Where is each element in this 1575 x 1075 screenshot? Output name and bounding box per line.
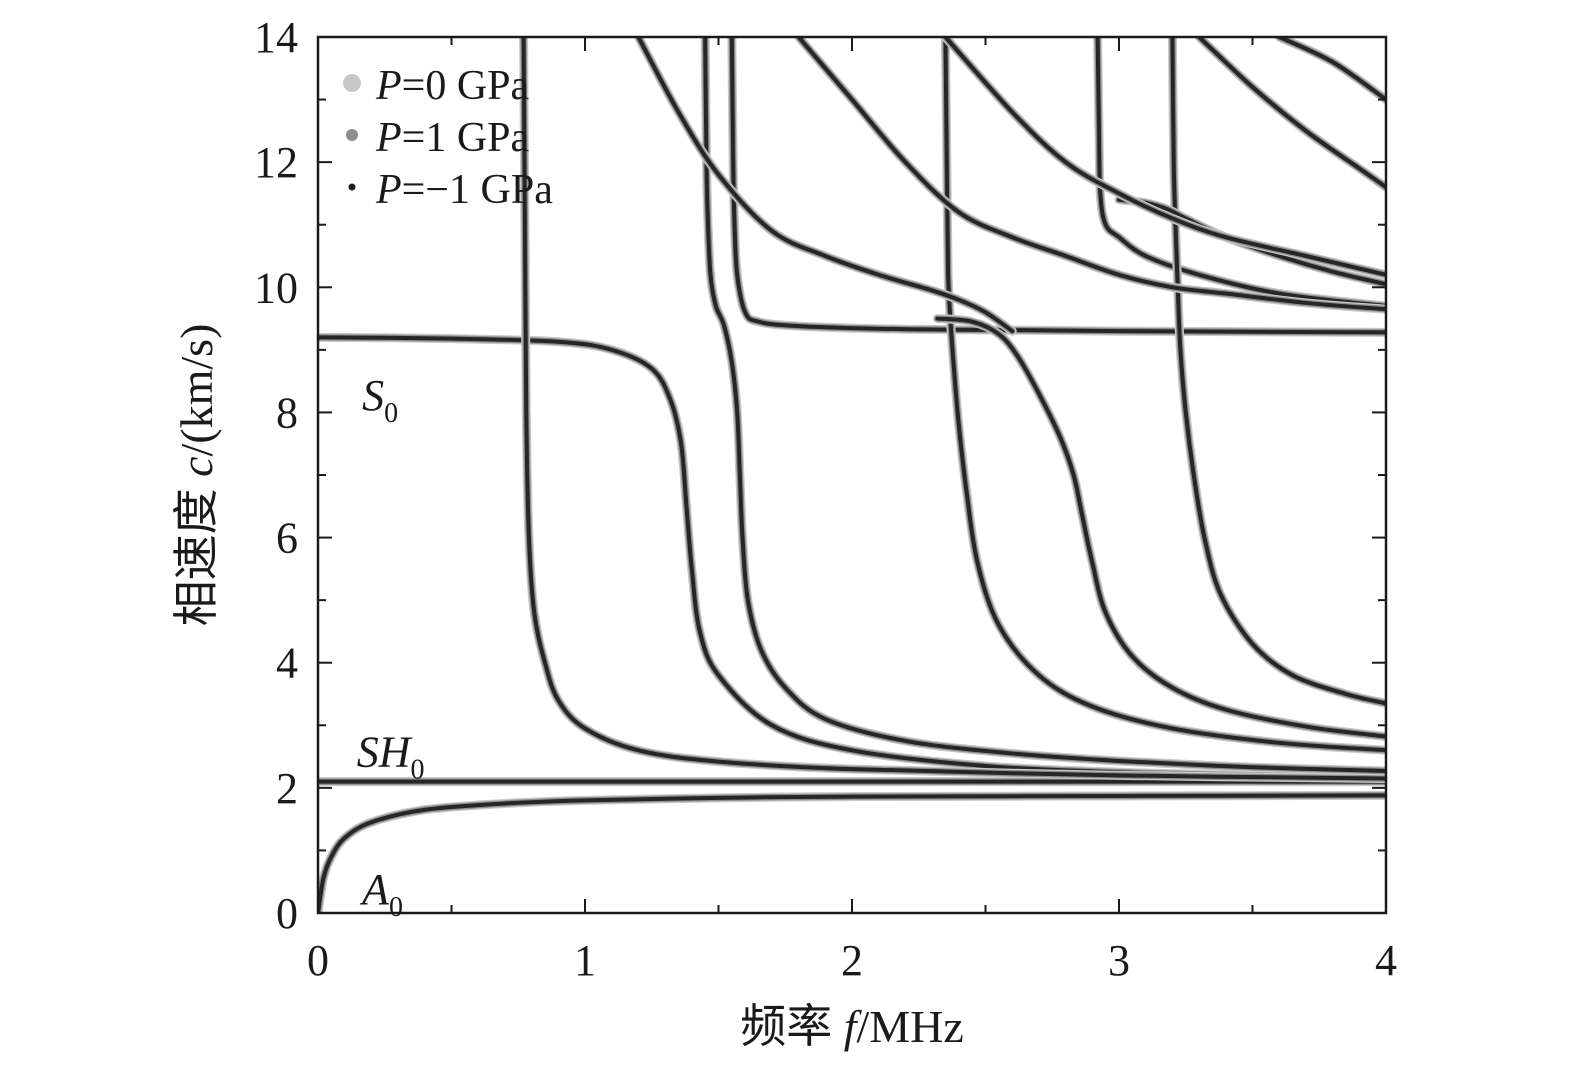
curve-h5 [1274,37,1386,105]
series-pm1-s1 [703,37,1386,773]
legend-label: P=1 GPa [375,115,530,161]
y-axis-title-unit: /(km/s) [171,324,222,457]
curve-h2 [794,37,1386,314]
legend-item: P=0 GPa [343,63,530,109]
x-tick-label: 2 [841,936,863,985]
y-axis-title-var: c [171,456,222,476]
legend: P=0 GPa P=1 GPa P=−1 GPa [343,63,553,213]
mode-labels-layer: S0 SH0 A0 [357,371,425,923]
curve-s4 [1167,37,1386,708]
x-axis-title-unit: /MHz [856,1001,963,1052]
legend-marker [346,129,358,141]
curve-h1 [633,37,1017,336]
series-pm1-h2 [796,37,1386,312]
y-tick-label: 10 [254,263,298,312]
mode-label-sh0: SH0 [357,728,425,786]
curve-a2 [940,37,1386,755]
curves-layer [318,37,1386,913]
series-p0-s2 [727,37,1386,337]
series-pm1-a2 [943,37,1386,753]
y-tick-label: 8 [276,388,298,437]
series-p0-h1 [633,37,1017,336]
series-pm1-s4 [1170,37,1386,706]
x-axis-title-prefix: 频率 [740,1001,844,1052]
series-pm1-s2 [729,37,1386,335]
curve-a1 [519,37,1386,783]
legend-item: P=1 GPa [346,115,530,161]
series-p0-s4 [1167,37,1386,708]
legend-label: P=0 GPa [375,63,530,109]
curve-s1 [700,37,1386,776]
series-pm1-a1 [521,37,1386,781]
series-p1-s4 [1169,37,1386,707]
x-axis-title: 频率 f/MHz [740,1001,964,1052]
curve-s3 [932,314,1386,742]
series-p1-h1 [635,37,1016,335]
y-tick-label: 6 [276,514,298,563]
series-p1-h4 [1195,37,1386,191]
y-axis-title: 相速度 c/(km/s) [171,324,222,627]
y-tick-label: 14 [254,13,298,62]
legend-label: P=−1 GPa [375,167,553,213]
curve-a0 [318,790,1386,913]
curve-a3 [1093,37,1386,311]
legend-item: P=−1 GPa [348,167,553,213]
series-pm1-h4 [1197,37,1386,190]
series-pm1-a0 [318,793,1386,913]
legend-marker [348,183,356,191]
series-pm1-h1 [636,37,1015,334]
curve-h4 [1194,37,1386,192]
series-p1-h2 [795,37,1386,313]
curve-h3 [940,37,1386,280]
x-tick-label: 4 [1375,936,1397,985]
y-tick-label: 12 [254,138,298,187]
curve-s2 [727,37,1386,337]
y-axis-title-prefix: 相速度 [171,477,222,627]
x-tick-label: 3 [1108,936,1130,985]
series-p1-a0 [318,792,1386,913]
series-pm1-a3 [1095,37,1386,309]
x-tick-label: 0 [307,936,329,985]
series-pm1-h3 [943,37,1386,277]
series-pm1-h5 [1277,37,1386,102]
mode-label-s0: S0 [362,371,398,429]
series-pm1-s3 [935,316,1386,739]
series-p0-a0 [318,790,1386,913]
legend-marker [343,74,361,92]
series-p1-s3 [934,315,1386,740]
y-tick-label: 2 [276,764,298,813]
y-tick-label: 0 [276,889,298,938]
ticks-layer [317,36,1387,914]
mode-label-a0: A0 [359,865,403,923]
series-p0-s3 [932,314,1386,742]
x-tick-label: 1 [574,936,596,985]
y-tick-label: 4 [276,639,298,688]
series-p1-s2 [728,37,1386,336]
